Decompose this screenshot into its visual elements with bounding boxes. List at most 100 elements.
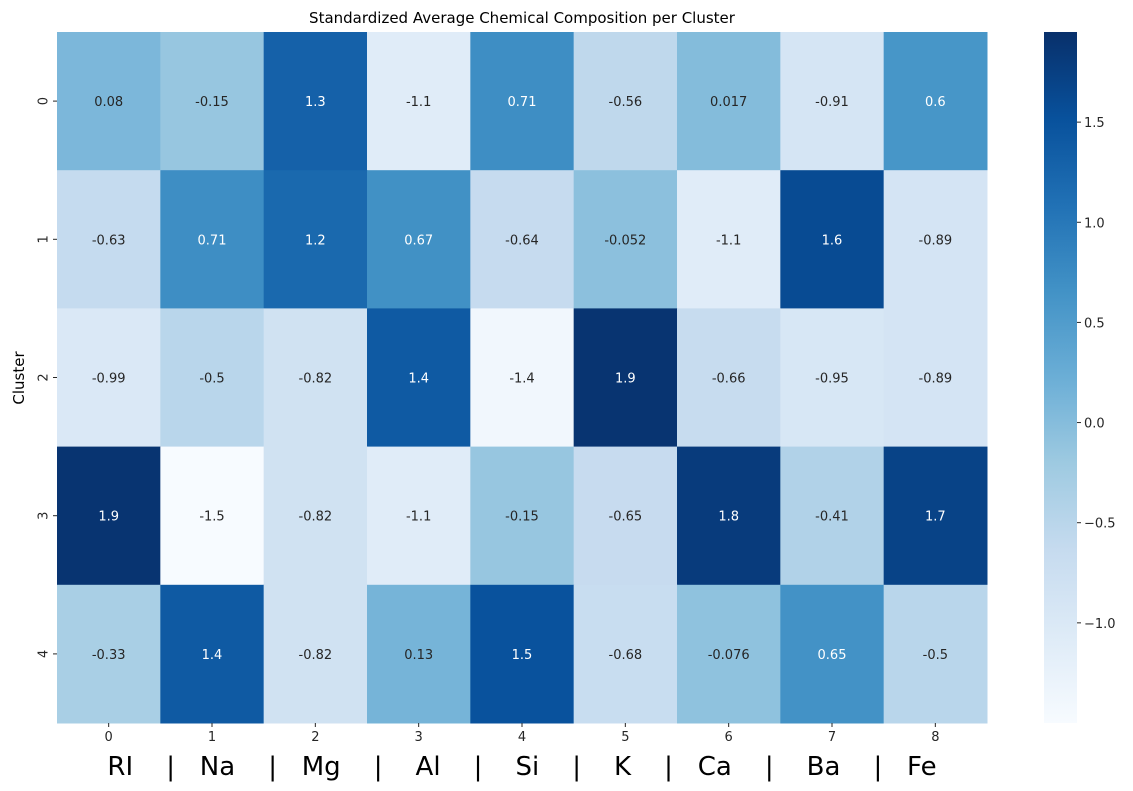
cell-annotation: -1.4 (509, 372, 534, 387)
heatmap-cell (57, 446, 161, 586)
colorbar (1044, 32, 1077, 723)
y-tick-label: 3 (37, 512, 52, 520)
heatmap-cell (677, 308, 781, 448)
cell-annotation: -0.076 (708, 648, 750, 663)
cell-annotation: 0.13 (404, 648, 433, 663)
cell-annotation: 1.2 (305, 233, 326, 248)
heatmap-cell (573, 584, 678, 724)
cell-annotation: -0.82 (299, 372, 333, 387)
heatmap-cell (160, 32, 265, 171)
heatmap-cell (470, 170, 575, 309)
x-tick-label: 3 (415, 730, 423, 745)
heatmap-cell (677, 584, 781, 724)
heatmap-cell (160, 308, 265, 448)
cell-annotation: -0.15 (505, 510, 539, 525)
y-tick-label: 4 (37, 650, 52, 658)
cell-annotation: 0.71 (198, 233, 227, 248)
heatmap-cell (573, 170, 678, 309)
cell-annotation: -1.1 (716, 233, 741, 248)
heatmap-cell (263, 584, 368, 724)
cell-annotation: -0.91 (815, 95, 849, 110)
heatmap-cell (57, 170, 161, 309)
cell-annotation: -0.33 (92, 648, 126, 663)
heatmap-cell (160, 446, 265, 586)
heatmap-cell (780, 584, 885, 724)
heatmap-cell (470, 584, 575, 724)
cell-annotation: 0.65 (818, 648, 847, 663)
cell-annotation: -0.41 (815, 510, 849, 525)
heatmap-cell (780, 308, 885, 448)
cell-annotation: -0.5 (199, 372, 224, 387)
heatmap-cells (57, 32, 988, 724)
heatmap-cell (883, 584, 988, 724)
heatmap-cell (470, 308, 575, 448)
heatmap-cell (57, 32, 161, 171)
cell-annotation: -0.64 (505, 233, 539, 248)
x-tick-label: 4 (518, 730, 526, 745)
heatmap-cell (677, 170, 781, 309)
heatmap-cell (57, 308, 161, 448)
heatmap-cell (160, 584, 265, 724)
heatmap-cell (573, 32, 678, 171)
heatmap-cell (677, 446, 781, 586)
cell-annotation: -0.82 (299, 510, 333, 525)
cell-annotation: 1.6 (822, 233, 843, 248)
x-tick-label: 1 (208, 730, 216, 745)
heatmap-cell (57, 584, 161, 724)
x-axis-label: RI | Na | Mg | Al | Si | K | Ca | Ba | F… (107, 752, 936, 782)
cell-annotation: -0.65 (609, 510, 643, 525)
cell-annotation: 1.9 (615, 372, 636, 387)
heatmap-cell (573, 308, 678, 448)
cell-annotation: -0.66 (712, 372, 746, 387)
heatmap-cell (883, 308, 988, 448)
cell-annotation: -1.5 (199, 510, 224, 525)
cell-annotation: -0.89 (919, 233, 953, 248)
heatmap-cell (470, 32, 575, 171)
heatmap-cell (780, 446, 885, 586)
cell-annotation: -0.63 (92, 233, 126, 248)
cell-annotation: 1.3 (305, 95, 326, 110)
heatmap-cell (780, 32, 885, 171)
chart-title: Standardized Average Chemical Compositio… (309, 9, 736, 27)
heatmap-cell (367, 32, 471, 171)
colorbar-tick-label: 0.5 (1084, 316, 1105, 331)
y-tick-label: 2 (37, 373, 52, 381)
cell-annotation: 1.7 (925, 510, 946, 525)
cell-annotation: 0.71 (508, 95, 537, 110)
heatmap-cell (367, 308, 471, 448)
heatmap-cell (367, 584, 471, 724)
x-tick-label: 2 (311, 730, 319, 745)
cell-annotation: -0.82 (299, 648, 333, 663)
cell-annotations: 0.08 -0.15 1.3 -1.1 0.71 -0.56 0.017 -0.91 0.6 -0… (92, 95, 952, 663)
cell-annotation: -0.99 (92, 372, 126, 387)
cell-annotation: 1.4 (408, 372, 429, 387)
cell-annotation: -0.5 (923, 648, 948, 663)
x-tick-label: 7 (828, 730, 836, 745)
cell-annotation: 1.5 (512, 648, 533, 663)
cell-annotation: 0.017 (710, 95, 747, 110)
colorbar-tick-label: −0.5 (1084, 517, 1116, 532)
y-axis-ticks: 0 1 2 3 4 (37, 97, 57, 658)
heatmap-cell (470, 446, 575, 586)
heatmap-cell (883, 446, 988, 586)
heatmap-cell (780, 170, 885, 309)
cell-annotation: -0.68 (609, 648, 643, 663)
cell-annotation: -0.95 (815, 372, 849, 387)
heatmap-cell (160, 170, 265, 309)
colorbar-tick-label: 0.0 (1084, 417, 1105, 432)
heatmap-cell (367, 446, 471, 586)
cell-annotation: -0.15 (195, 95, 229, 110)
colorbar-tick-label: 1.0 (1084, 216, 1105, 231)
y-tick-label: 1 (37, 235, 52, 243)
y-axis-label: Cluster (10, 351, 28, 405)
cell-annotation: 0.67 (404, 233, 433, 248)
colorbar-tick-label: 1.5 (1084, 116, 1105, 131)
cell-annotation: 1.4 (202, 648, 223, 663)
cell-annotation: 1.8 (718, 510, 739, 525)
cell-annotation: 0.08 (94, 95, 123, 110)
cell-annotation: 1.9 (98, 510, 119, 525)
heatmap-cell (677, 32, 781, 171)
colorbar-tick-label: −1.0 (1084, 617, 1116, 632)
cell-annotation: -0.052 (604, 233, 646, 248)
